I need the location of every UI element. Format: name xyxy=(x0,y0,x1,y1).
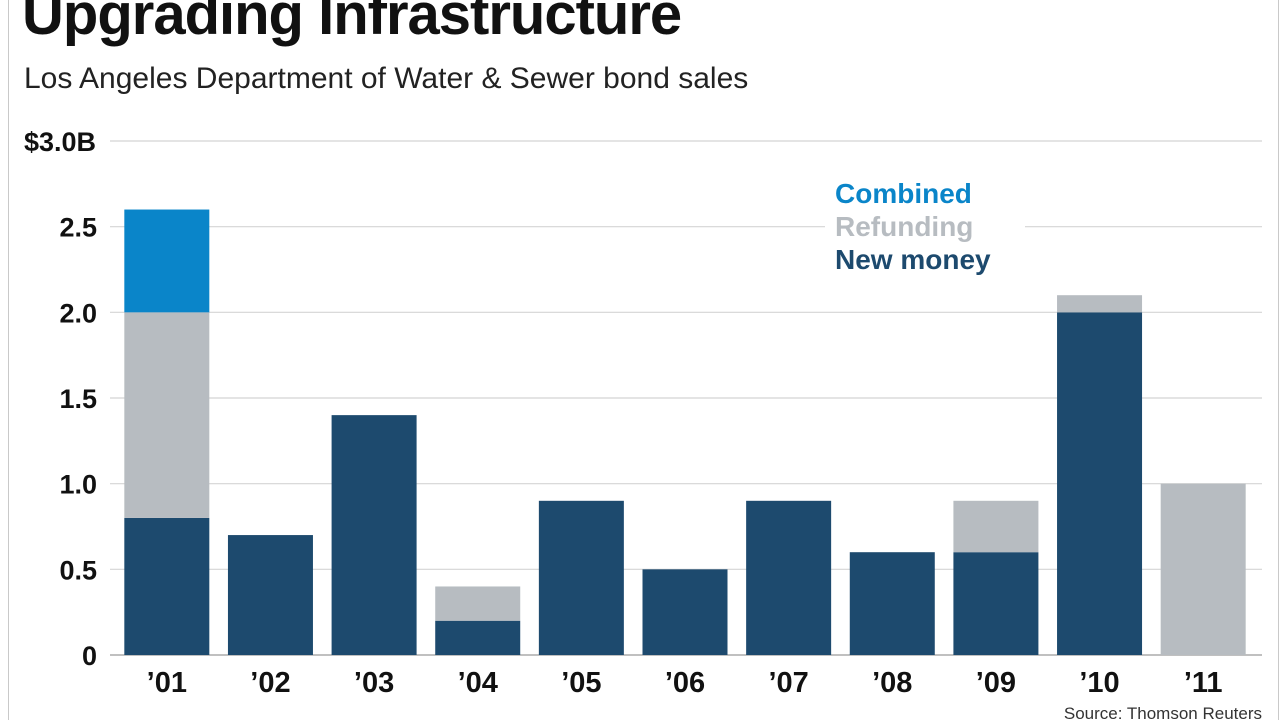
y-tick-label: 2.5 xyxy=(59,213,97,243)
bar-new-money-9 xyxy=(953,552,1039,655)
bar-new-money-6 xyxy=(642,569,728,655)
chart-subtitle: Los Angeles Department of Water & Sewer … xyxy=(24,62,749,95)
bars xyxy=(124,209,1246,655)
bar-new-money-4 xyxy=(435,620,521,655)
source-note: Source: Thomson Reuters xyxy=(1063,704,1262,723)
x-tick-label: ’04 xyxy=(458,667,498,699)
bar-new-money-3 xyxy=(331,415,417,655)
bar-refunding-1 xyxy=(124,312,210,518)
bar-refunding-4 xyxy=(435,586,521,621)
legend-entry-combined: Combined xyxy=(835,178,972,209)
x-tick-label: ’10 xyxy=(1079,667,1119,699)
x-tick-label: ’07 xyxy=(768,667,808,699)
chart-title: Upgrading Infrastructure xyxy=(22,0,682,47)
bar-combined-1 xyxy=(124,209,210,313)
bar-new-money-7 xyxy=(746,500,832,655)
x-tick-label: ’03 xyxy=(354,667,394,699)
bar-new-money-5 xyxy=(538,500,624,655)
bar-refunding-9 xyxy=(953,500,1039,553)
x-tick-label: ’11 xyxy=(1184,667,1223,699)
bar-refunding-10 xyxy=(1057,295,1143,313)
x-tick-label: ’09 xyxy=(976,667,1016,699)
bar-new-money-2 xyxy=(227,535,313,655)
y-tick-label: 1.0 xyxy=(59,470,97,500)
bar-new-money-8 xyxy=(849,552,935,655)
x-tick-label: ’02 xyxy=(250,667,290,699)
bar-new-money-10 xyxy=(1057,312,1143,655)
y-tick-label: 0.5 xyxy=(59,555,97,585)
x-axis-labels: ’01 ’02 ’03 ’04 ’05 ’06 ’07 ’08 ’09 ’10 ’11 xyxy=(147,667,1223,699)
chart-frame xyxy=(8,0,1279,720)
y-tick-label: 2.0 xyxy=(59,298,97,328)
y-tick-label: $3.0B xyxy=(24,127,96,157)
x-tick-label: ’01 xyxy=(147,667,187,699)
x-tick-label: ’08 xyxy=(872,667,912,699)
y-tick-label: 1.5 xyxy=(59,384,97,414)
bar-refunding-11 xyxy=(1160,483,1246,655)
legend-entry-new-money: New money xyxy=(835,244,991,275)
bar-new-money-1 xyxy=(124,517,210,655)
y-axis-ticks: 0 0.5 1.0 1.5 2.0 2.5 $3.0B xyxy=(24,127,97,671)
legend-entry-refunding: Refunding xyxy=(835,211,973,242)
y-tick-label: 0 xyxy=(82,641,97,671)
legend-background xyxy=(825,173,1025,279)
x-tick-label: ’06 xyxy=(665,667,705,699)
x-tick-label: ’05 xyxy=(561,667,601,699)
